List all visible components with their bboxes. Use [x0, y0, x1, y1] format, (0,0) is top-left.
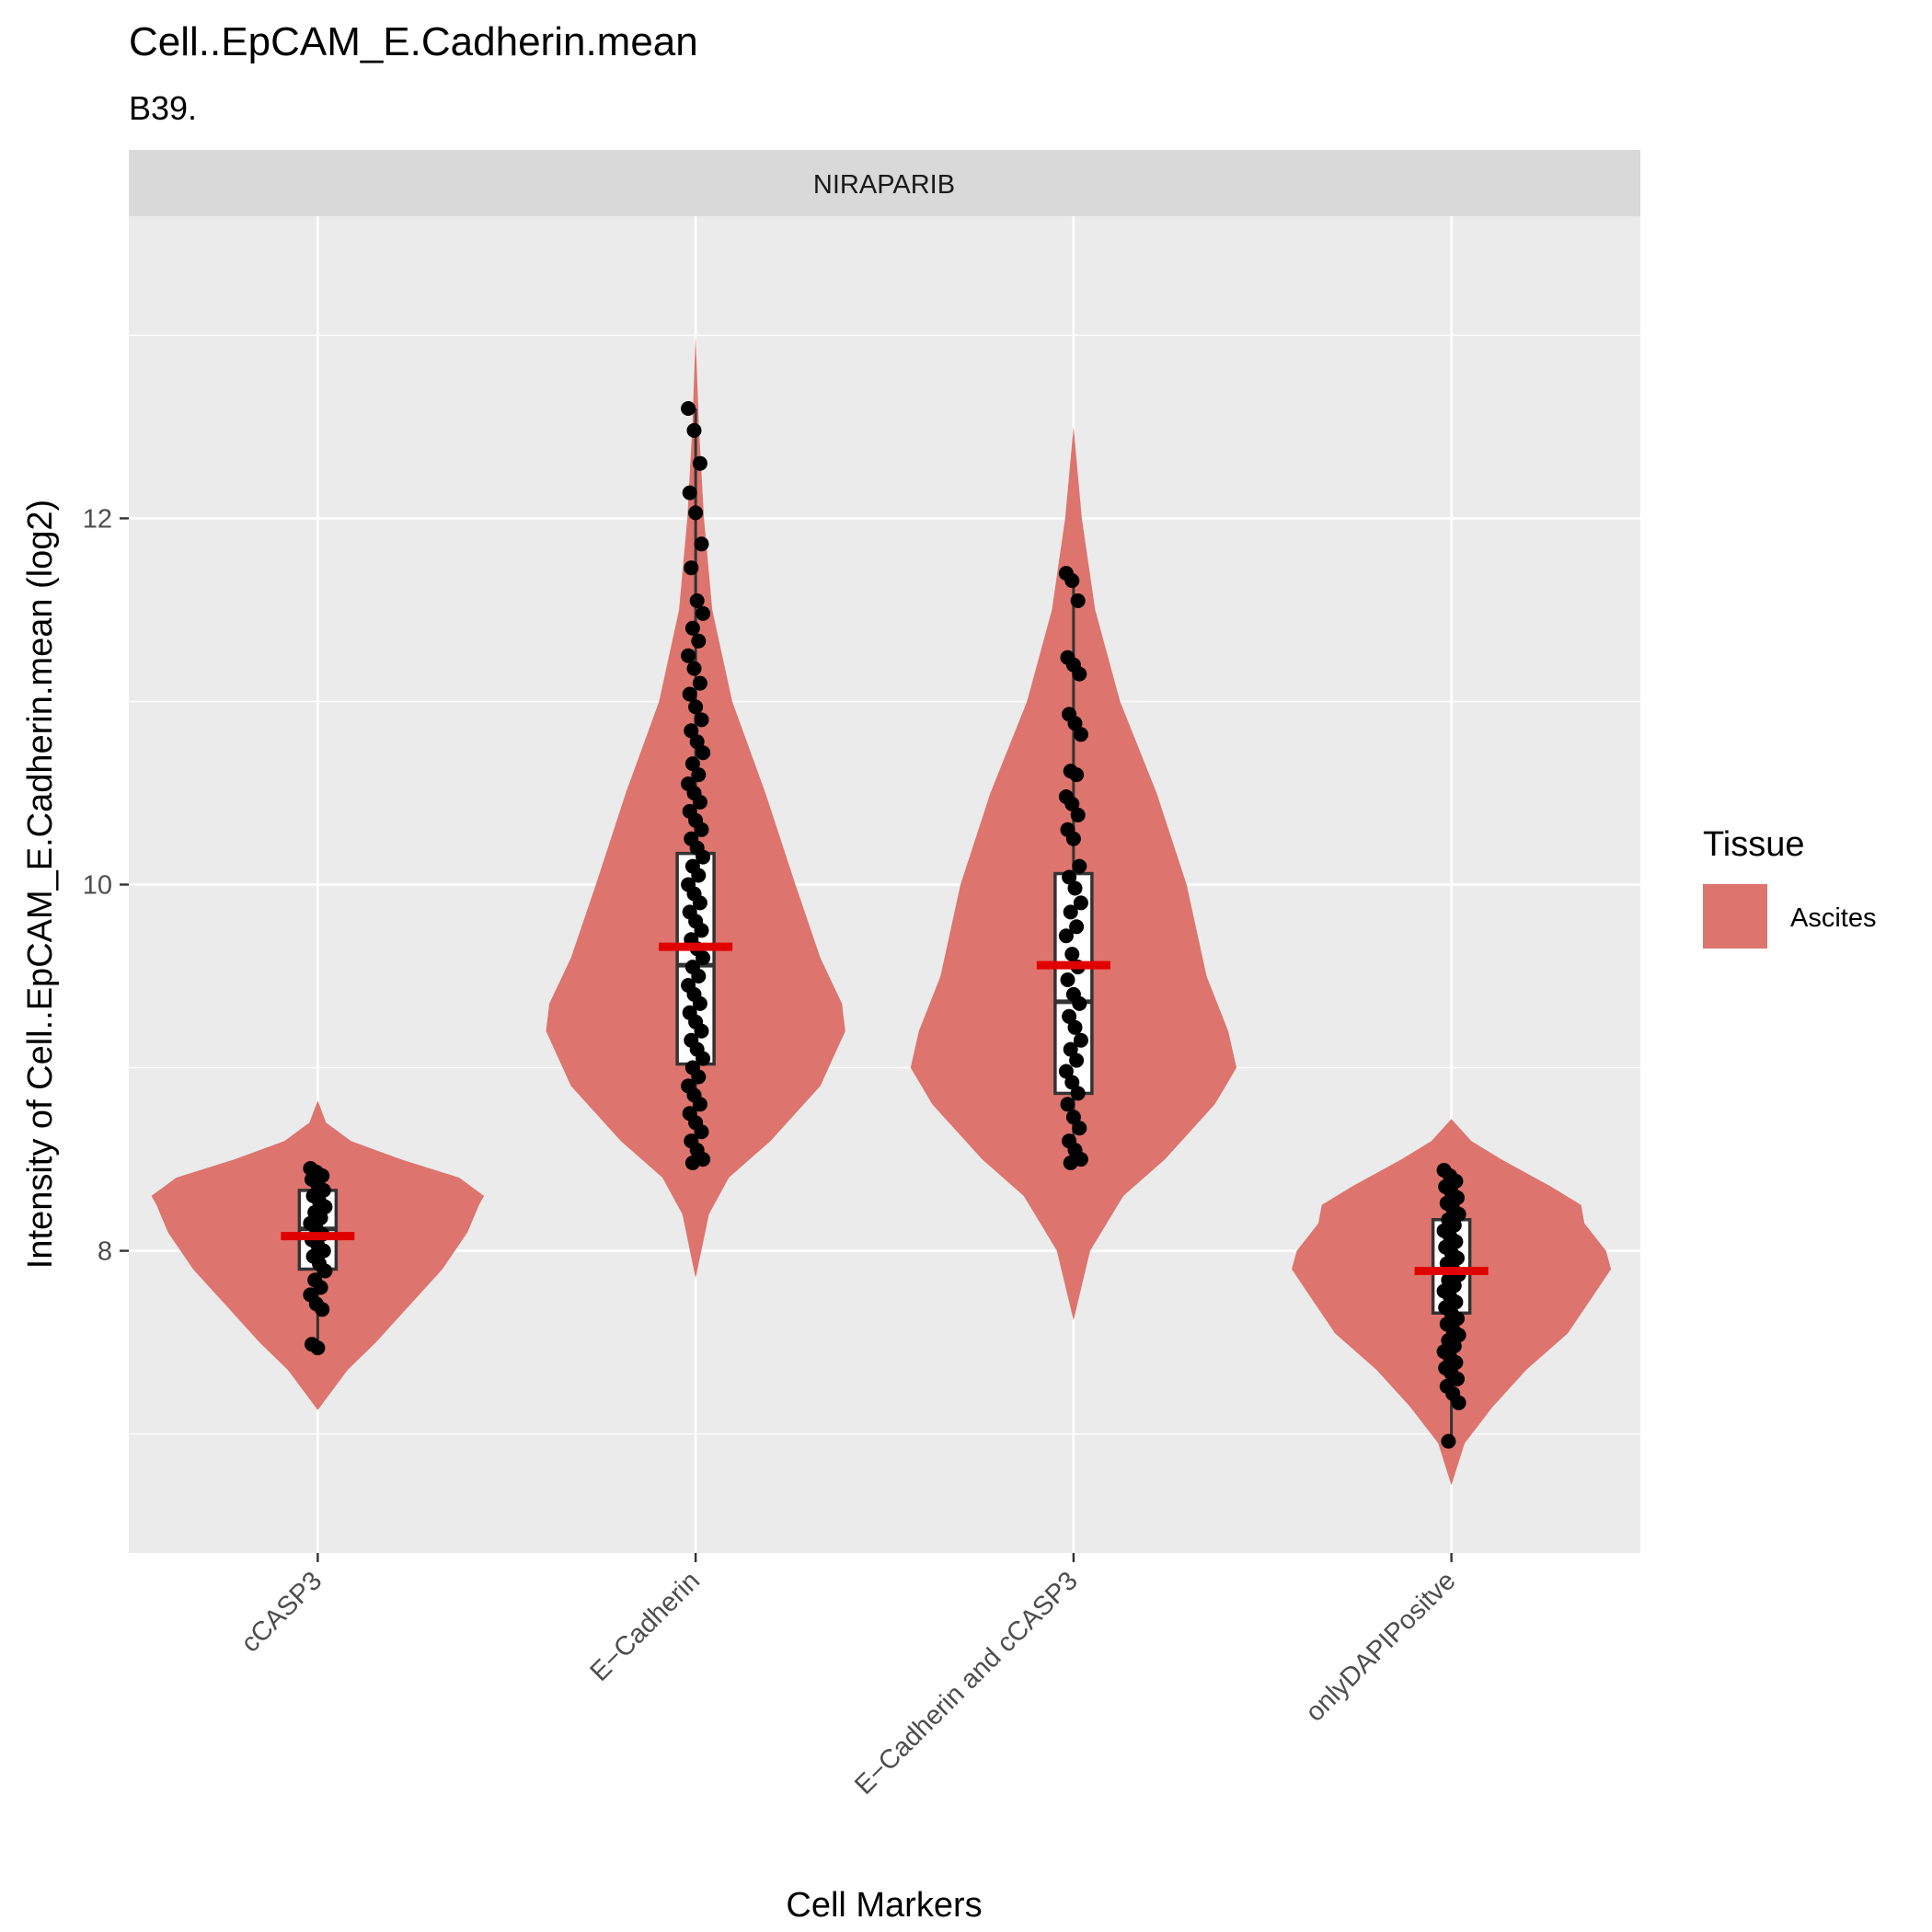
data-point: [696, 745, 711, 761]
data-point: [686, 661, 702, 676]
data-point: [1064, 1075, 1080, 1090]
x-axis: cCASP3 E−Cadherin E−Cadherin and cCASP3 onl…: [236, 1553, 1462, 1800]
data-point: [682, 485, 697, 500]
data-point: [684, 1156, 700, 1170]
y-axis: 8 10 12: [83, 504, 129, 1267]
data-point: [1072, 666, 1087, 682]
data-point: [694, 1023, 709, 1039]
data-point: [1064, 573, 1080, 589]
data-point: [1070, 807, 1086, 822]
data-point: [1063, 1156, 1078, 1170]
data-point: [688, 699, 704, 715]
data-point: [691, 633, 707, 649]
data-point: [1073, 727, 1088, 742]
data-point: [315, 1302, 330, 1317]
data-point: [1451, 1395, 1466, 1410]
data-point: [691, 767, 707, 783]
data-point: [1070, 593, 1086, 608]
data-point: [684, 620, 700, 636]
data-point: [310, 1340, 326, 1356]
legend: Tissue Ascites: [1703, 825, 1876, 949]
data-point: [692, 455, 707, 471]
facet-strip: [129, 150, 1640, 216]
data-point: [691, 868, 707, 883]
data-point: [694, 536, 709, 552]
data-point: [1450, 1371, 1465, 1386]
data-point: [681, 401, 696, 416]
data-point: [1062, 1008, 1077, 1024]
legend-label-ascites: Ascites: [1790, 903, 1876, 933]
data-point: [694, 822, 709, 837]
y-tick-label: 8: [98, 1237, 112, 1267]
data-point: [1073, 895, 1088, 911]
data-point: [684, 723, 699, 739]
data-point: [694, 1124, 709, 1140]
data-point: [1069, 767, 1085, 783]
data-point: [1063, 904, 1078, 920]
data-point: [684, 756, 700, 772]
data-point: [691, 1069, 707, 1085]
chart-title: Cell..EpCAM_E.Cadherin.mean: [129, 19, 698, 64]
data-point: [684, 560, 699, 576]
data-point: [1067, 716, 1083, 731]
legend-title: Tissue: [1703, 825, 1805, 864]
data-point: [692, 675, 707, 691]
data-point: [688, 505, 704, 521]
data-point: [1072, 1121, 1087, 1136]
data-point: [689, 734, 705, 750]
data-point: [689, 593, 705, 608]
data-point: [692, 1097, 707, 1112]
data-point: [686, 422, 702, 438]
data-point: [691, 969, 707, 983]
data-point: [692, 895, 707, 911]
x-tick-label: cCASP3: [236, 1566, 328, 1658]
data-point: [1070, 1086, 1086, 1101]
data-point: [1060, 972, 1075, 987]
data-point: [1069, 919, 1085, 935]
data-point: [1062, 869, 1077, 885]
data-point: [694, 923, 709, 938]
data-point: [1064, 796, 1080, 811]
data-point: [1072, 995, 1087, 1011]
y-tick-label: 12: [83, 504, 112, 534]
data-point: [1441, 1433, 1456, 1449]
data-point: [696, 950, 711, 966]
facet-strip-label: NIRAPARIB: [813, 170, 955, 200]
data-point: [692, 794, 707, 810]
x-tick-label: E−Cadherin and cCASP3: [849, 1566, 1084, 1800]
data-point: [682, 686, 697, 702]
data-point: [313, 1280, 328, 1295]
legend-key-ascites: [1703, 884, 1767, 949]
data-point: [1065, 831, 1081, 846]
chart-subtitle: B39.: [129, 89, 197, 127]
data-point: [1065, 1110, 1081, 1125]
data-point: [1063, 1041, 1078, 1057]
data-point: [696, 1051, 711, 1066]
mean-layer: [281, 942, 1489, 1275]
data-point: [1072, 858, 1087, 874]
data-point: [1060, 1097, 1075, 1112]
data-point: [692, 995, 707, 1011]
data-point: [1064, 947, 1080, 962]
point-layer: [303, 401, 1466, 1449]
data-point: [1058, 1064, 1074, 1079]
data-point: [1067, 1019, 1083, 1035]
data-point: [696, 605, 711, 621]
data-point: [681, 648, 696, 663]
data-point: [1073, 1032, 1088, 1048]
data-point: [696, 849, 711, 865]
data-point: [694, 712, 709, 728]
y-axis-title: Intensity of Cell..EpCAM_E.Cadherin.mean…: [21, 500, 60, 1269]
data-point: [1069, 1052, 1085, 1068]
x-tick-label: onlyDAPIPositve: [1300, 1566, 1461, 1727]
data-point: [1067, 880, 1083, 896]
x-axis-title: Cell Markers: [786, 1886, 982, 1925]
data-point: [317, 1263, 333, 1279]
data-point: [1058, 928, 1074, 944]
x-tick-label: E−Cadherin: [585, 1566, 706, 1686]
y-tick-label: 10: [83, 871, 112, 901]
